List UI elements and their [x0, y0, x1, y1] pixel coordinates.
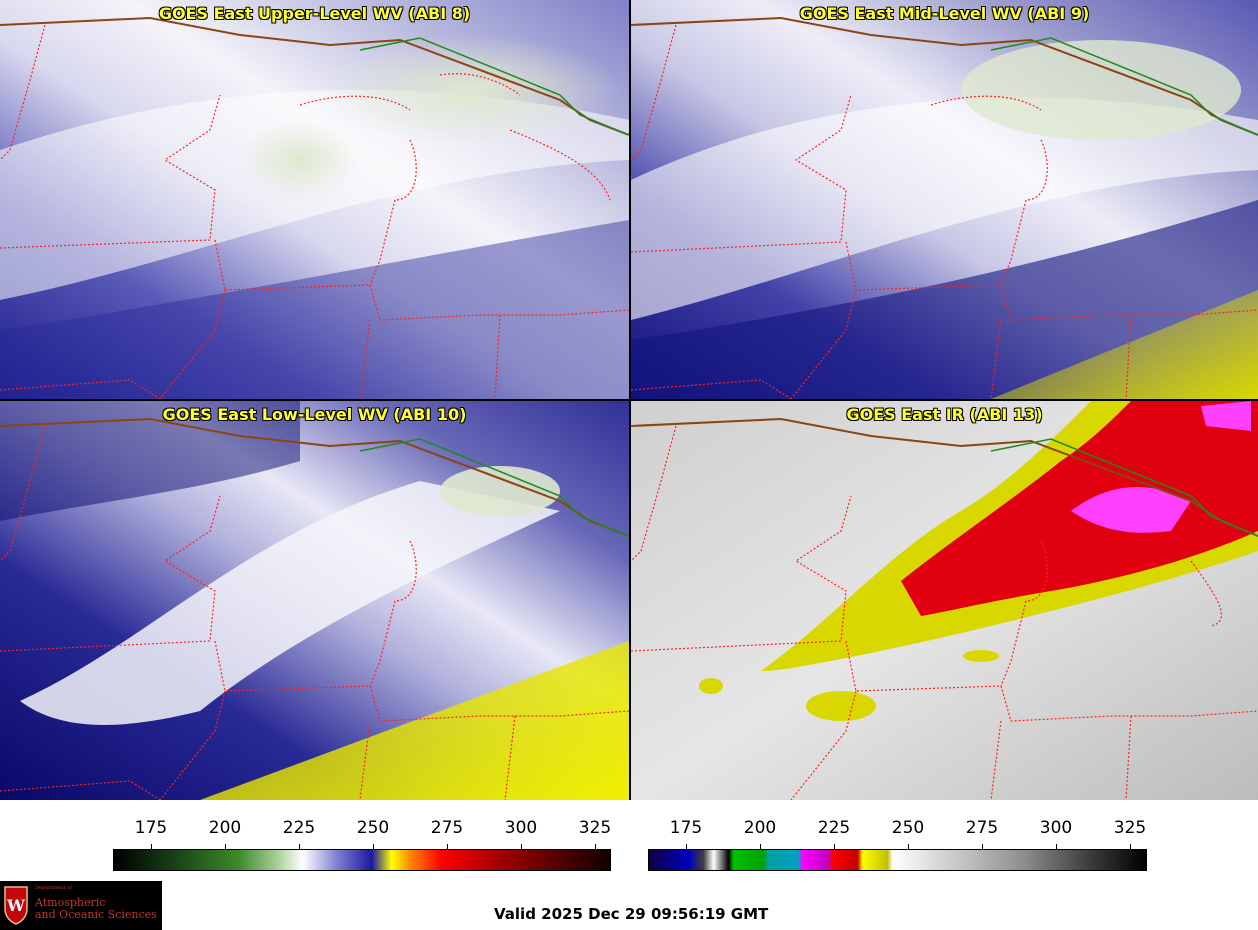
wv-tick-label: 325: [578, 818, 612, 838]
uw-crest-icon: W: [4, 886, 28, 925]
panel-title: GOES East Low-Level WV (ABI 10): [162, 405, 467, 424]
wv-tick-label: 200: [208, 818, 242, 838]
ir-tickmark: [1056, 844, 1057, 849]
valid-time-label: Valid 2025 Dec 29 09:56:19 GMT: [494, 905, 769, 923]
ir-tick-label: 300: [1039, 818, 1073, 838]
wv-tickmark: [225, 844, 226, 849]
uw-aos-logo: W Department of Atmospheric and Oceanic …: [0, 881, 162, 930]
wv-tick-label: 175: [134, 818, 168, 838]
wv-tickmark: [447, 844, 448, 849]
ir-tickmark: [908, 844, 909, 849]
low-level-wv-image: [0, 401, 629, 800]
ir-tickmark: [760, 844, 761, 849]
ir-tick-label: 225: [817, 818, 851, 838]
panel-title: GOES East IR (ABI 13): [846, 405, 1043, 424]
ir-tick-label: 250: [891, 818, 925, 838]
panel-divider-horizontal: [0, 399, 1258, 401]
wv-tickmark: [521, 844, 522, 849]
ir-panel: GOES East IR (ABI 13): [631, 401, 1258, 800]
panel-title: GOES East Mid-Level WV (ABI 9): [799, 4, 1090, 23]
wv-tick-label: 300: [504, 818, 538, 838]
logo-line1-text: Atmospheric: [35, 896, 106, 909]
mid-level-wv-image: [631, 0, 1258, 399]
ir-tick-label: 325: [1113, 818, 1147, 838]
ir-tick-label: 175: [669, 818, 703, 838]
ir-tickmark: [982, 844, 983, 849]
wv-tick-label: 275: [430, 818, 464, 838]
wv-tickmark: [373, 844, 374, 849]
logo-line2-text: and Oceanic Sciences: [35, 908, 157, 921]
panel-title: GOES East Upper-Level WV (ABI 8): [158, 4, 471, 23]
wv-tickmark: [595, 844, 596, 849]
upper-level-wv-image: [0, 0, 629, 399]
ir-tickmark: [834, 844, 835, 849]
wv-tickmark: [299, 844, 300, 849]
ir-tickmark: [686, 844, 687, 849]
ir-image: [631, 401, 1258, 800]
wv-tickmark: [151, 844, 152, 849]
ir-tick-label: 200: [743, 818, 777, 838]
low-level-wv-panel: GOES East Low-Level WV (ABI 10): [0, 401, 629, 800]
wv-colorbar-gradient: [113, 849, 611, 871]
wv-tick-label: 225: [282, 818, 316, 838]
mid-level-wv-panel: GOES East Mid-Level WV (ABI 9): [631, 0, 1258, 399]
ir-tickmark: [1130, 844, 1131, 849]
logo-dept-text: Department of: [35, 885, 72, 891]
ir-tick-label: 275: [965, 818, 999, 838]
svg-text:W: W: [6, 896, 26, 915]
wv-tick-label: 250: [356, 818, 390, 838]
upper-level-wv-panel: GOES East Upper-Level WV (ABI 8): [0, 0, 629, 399]
ir-colorbar-gradient: [648, 849, 1147, 871]
